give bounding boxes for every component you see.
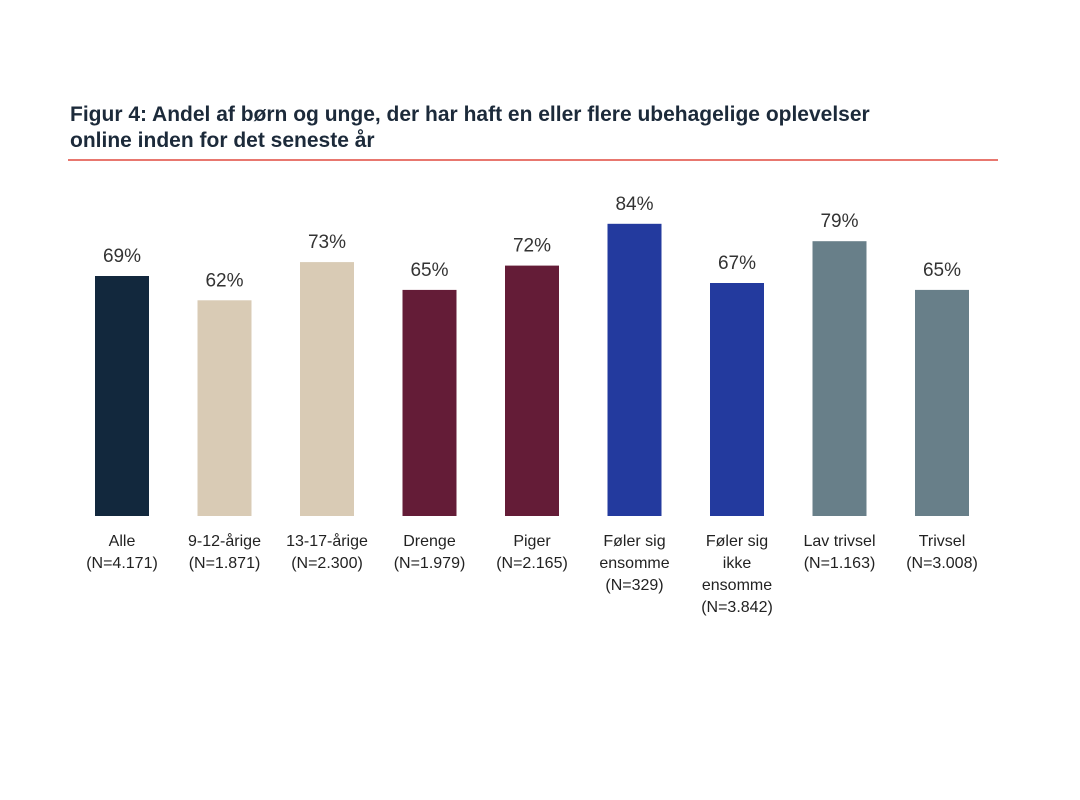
bar-group: 84% Føler sig ensomme (N=329): [599, 194, 669, 594]
category-label: Piger: [513, 533, 551, 550]
category-label: (N=1.979): [394, 555, 466, 572]
data-label: 79%: [820, 211, 858, 232]
data-label: 84%: [615, 194, 653, 215]
data-label: 72%: [513, 236, 551, 257]
bar: [607, 223, 662, 517]
category-label: Lav trivsel: [803, 533, 875, 550]
category-label: Alle: [109, 533, 136, 550]
bar-group: 65% Drenge (N=1.979): [394, 260, 466, 572]
chart-title-line-2: online inden for det seneste år: [70, 129, 375, 152]
bar-group: 65% Trivsel (N=3.008): [906, 260, 978, 572]
category-label: ikke: [723, 555, 752, 572]
category-label: (N=1.163): [804, 555, 876, 572]
bar-group: 69% Alle (N=4.171): [86, 246, 158, 572]
bar-group: 72% Piger (N=2.165): [496, 236, 568, 572]
bar: [300, 262, 354, 516]
data-label: 65%: [923, 260, 961, 281]
category-label: (N=2.300): [291, 555, 363, 572]
bar: [95, 276, 149, 516]
category-label: (N=329): [605, 577, 663, 594]
category-label: ensomme: [702, 577, 772, 594]
category-label: (N=2.165): [496, 555, 568, 572]
data-label: 62%: [205, 270, 243, 291]
bar-group: 62% 9-12-årige (N=1.871): [188, 270, 261, 572]
data-label: 69%: [103, 246, 141, 267]
bar: [402, 289, 457, 516]
bar-group: 67% Føler sig ikke ensomme (N=3.842): [701, 253, 773, 616]
category-label: 13-17-årige: [286, 532, 368, 550]
bar: [505, 265, 559, 516]
data-label: 67%: [718, 253, 756, 274]
bar-group: 79% Lav trivsel (N=1.163): [803, 211, 875, 572]
category-label: ensomme: [599, 555, 669, 572]
category-label: Trivsel: [919, 533, 966, 550]
category-label: Føler sig: [603, 533, 665, 550]
data-label: 65%: [410, 260, 448, 281]
chart-title-line-1: Figur 4: Andel af børn og unge, der har …: [70, 103, 870, 126]
bar: [710, 283, 764, 516]
category-label: (N=4.171): [86, 555, 158, 572]
category-label: Drenge: [403, 533, 456, 550]
category-label: (N=3.842): [701, 599, 773, 616]
title-underline: [68, 159, 998, 161]
category-label: (N=3.008): [906, 555, 978, 572]
bar: [915, 289, 969, 516]
data-label: 73%: [308, 232, 346, 253]
category-label: (N=1.871): [189, 555, 261, 572]
bar: [812, 241, 867, 516]
chart-title: Figur 4: Andel af børn og unge, der har …: [70, 102, 990, 154]
bar: [197, 300, 252, 516]
bar-group: 73% 13-17-årige (N=2.300): [286, 232, 368, 572]
category-label: 9-12-årige: [188, 532, 261, 550]
category-label: Føler sig: [706, 533, 768, 550]
